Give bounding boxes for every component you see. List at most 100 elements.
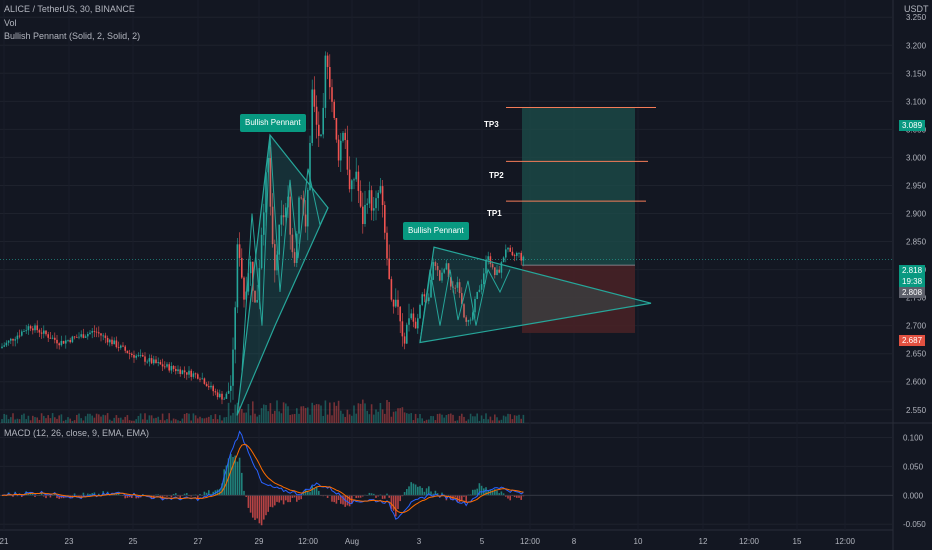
price-tick-label: 2.550 [906, 406, 927, 415]
macd-histogram-bar [203, 491, 206, 496]
pennant-label-1[interactable]: Bullish Pennant [240, 114, 306, 132]
volume-bar [302, 406, 305, 423]
volume-bar [21, 414, 23, 423]
entry-price-tag: 2.808 [899, 287, 926, 298]
candle-body [520, 252, 522, 261]
candle-body [243, 277, 245, 300]
candle-body [333, 101, 335, 118]
candle-body [76, 336, 78, 338]
volume-bar [25, 419, 27, 423]
volume-bar [329, 402, 331, 423]
indicator-legend[interactable]: Bullish Pennant (Solid, 2, Solid, 2) [4, 31, 141, 41]
volume-bar [467, 419, 470, 423]
volume-bar [67, 417, 69, 423]
macd-legend[interactable]: MACD (12, 26, close, 9, EMA, EMA) [4, 428, 150, 438]
candle-body [175, 368, 177, 372]
volume-bar [362, 399, 364, 423]
volume-bar [441, 414, 443, 423]
candle-body [498, 269, 500, 273]
macd-histogram-bar [419, 486, 421, 496]
macd-tick-label: -0.050 [903, 520, 926, 529]
candle-body [186, 372, 188, 375]
candle-body [166, 364, 168, 367]
time-tick-label: 15 [793, 537, 802, 546]
macd-histogram-bar [359, 495, 362, 498]
macd-histogram-bar [335, 495, 338, 504]
price-tick-label: 2.900 [906, 210, 927, 219]
time-tick-label: 12 [699, 537, 708, 546]
candle-body [511, 251, 514, 256]
volume-bar [51, 413, 54, 423]
candle-body [436, 266, 439, 271]
volume-bar [401, 407, 404, 423]
macd-histogram-bar [159, 495, 162, 497]
candle-body [390, 279, 393, 300]
candle-body [98, 332, 100, 334]
macd-histogram-bar [166, 495, 168, 497]
volume-bar [65, 419, 67, 423]
candle-body [522, 256, 525, 261]
macd-histogram-bar [436, 493, 439, 496]
volume-bar [62, 420, 65, 423]
volume-bar [366, 410, 368, 423]
candle-body [487, 256, 489, 261]
volume-bar [148, 415, 151, 423]
volume-bar [238, 406, 241, 423]
macd-pane [0, 430, 893, 526]
candle-body [331, 87, 333, 102]
candle-body [205, 383, 208, 387]
macd-histogram-bar [289, 495, 291, 503]
volume-bar [434, 420, 437, 423]
candle-body [282, 215, 285, 218]
macd-histogram-bar [309, 492, 311, 496]
volume-bar [139, 413, 142, 423]
volume-bar [7, 419, 10, 423]
candle-body [461, 293, 463, 305]
candle-body [491, 264, 494, 268]
candle-body [472, 312, 474, 320]
macd-histogram-bar [507, 495, 509, 499]
symbol-title[interactable]: ALICE / TetherUS, 30, BINANCE [4, 4, 135, 14]
volume-bar [216, 419, 219, 423]
macd-histogram-bar [311, 485, 313, 496]
macd-histogram-bar [307, 491, 309, 496]
candle-body [513, 255, 516, 257]
macd-histogram-bar [210, 493, 212, 496]
volume-bar [14, 419, 16, 423]
volume-bar [80, 418, 82, 423]
candle-body [450, 277, 452, 287]
macd-histogram-bar [412, 483, 415, 496]
candle-body [51, 337, 54, 339]
candle-body [315, 106, 318, 125]
volume-bar [392, 411, 395, 423]
volume-bar [111, 420, 113, 423]
volume-bar [469, 413, 472, 423]
macd-histogram-bar [236, 461, 239, 496]
macd-histogram-bar [293, 495, 296, 498]
candle-body [458, 282, 461, 294]
candle-body [408, 318, 410, 325]
volume-bar [331, 415, 333, 423]
volume-bar [212, 418, 214, 423]
candle-body [313, 89, 316, 107]
candle-body [18, 335, 21, 337]
candle-body [344, 132, 346, 141]
volume-legend[interactable]: Vol [4, 18, 17, 28]
volume-bar [177, 420, 179, 423]
volume-bar [414, 413, 417, 423]
candle-body [357, 171, 360, 191]
macd-histogram-bar [205, 492, 208, 496]
candle-body [399, 306, 401, 322]
volume-bar [54, 417, 56, 423]
volume-bar [375, 409, 377, 423]
pennant-label-2[interactable]: Bullish Pennant [403, 222, 469, 240]
candle-body [278, 224, 280, 255]
macd-histogram-bar [296, 495, 298, 502]
candle-body [43, 330, 45, 334]
volume-bar [265, 405, 267, 423]
volume-bar [71, 420, 74, 423]
candle-body [80, 334, 82, 337]
macd-histogram-bar [331, 495, 333, 502]
price-tick-label: 3.000 [906, 153, 927, 162]
